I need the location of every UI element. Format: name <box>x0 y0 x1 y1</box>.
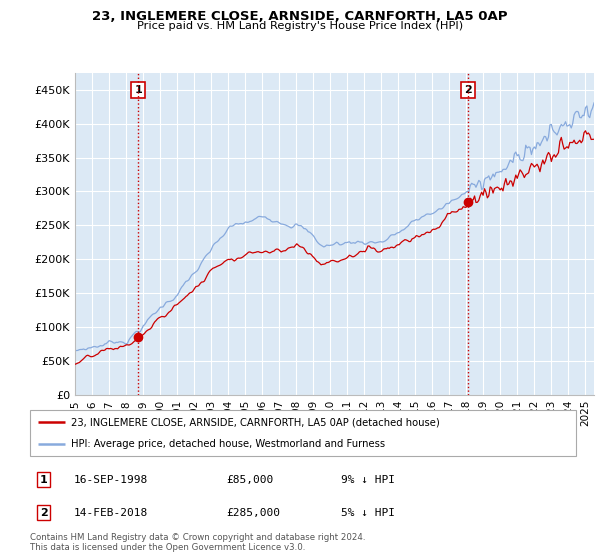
Text: 1: 1 <box>40 475 47 484</box>
Text: Contains HM Land Registry data © Crown copyright and database right 2024.: Contains HM Land Registry data © Crown c… <box>30 533 365 542</box>
Text: 23, INGLEMERE CLOSE, ARNSIDE, CARNFORTH, LA5 0AP: 23, INGLEMERE CLOSE, ARNSIDE, CARNFORTH,… <box>92 10 508 22</box>
Text: 2: 2 <box>464 85 472 95</box>
Text: Price paid vs. HM Land Registry's House Price Index (HPI): Price paid vs. HM Land Registry's House … <box>137 21 463 31</box>
Text: 1: 1 <box>134 85 142 95</box>
Text: HPI: Average price, detached house, Westmorland and Furness: HPI: Average price, detached house, West… <box>71 440 385 450</box>
Text: £285,000: £285,000 <box>227 508 281 517</box>
Text: 2: 2 <box>40 508 47 517</box>
Text: This data is licensed under the Open Government Licence v3.0.: This data is licensed under the Open Gov… <box>30 543 305 552</box>
Text: 16-SEP-1998: 16-SEP-1998 <box>74 475 148 484</box>
Text: 9% ↓ HPI: 9% ↓ HPI <box>341 475 395 484</box>
Text: £85,000: £85,000 <box>227 475 274 484</box>
Text: 14-FEB-2018: 14-FEB-2018 <box>74 508 148 517</box>
FancyBboxPatch shape <box>30 410 576 456</box>
Text: 23, INGLEMERE CLOSE, ARNSIDE, CARNFORTH, LA5 0AP (detached house): 23, INGLEMERE CLOSE, ARNSIDE, CARNFORTH,… <box>71 417 440 427</box>
Text: 5% ↓ HPI: 5% ↓ HPI <box>341 508 395 517</box>
